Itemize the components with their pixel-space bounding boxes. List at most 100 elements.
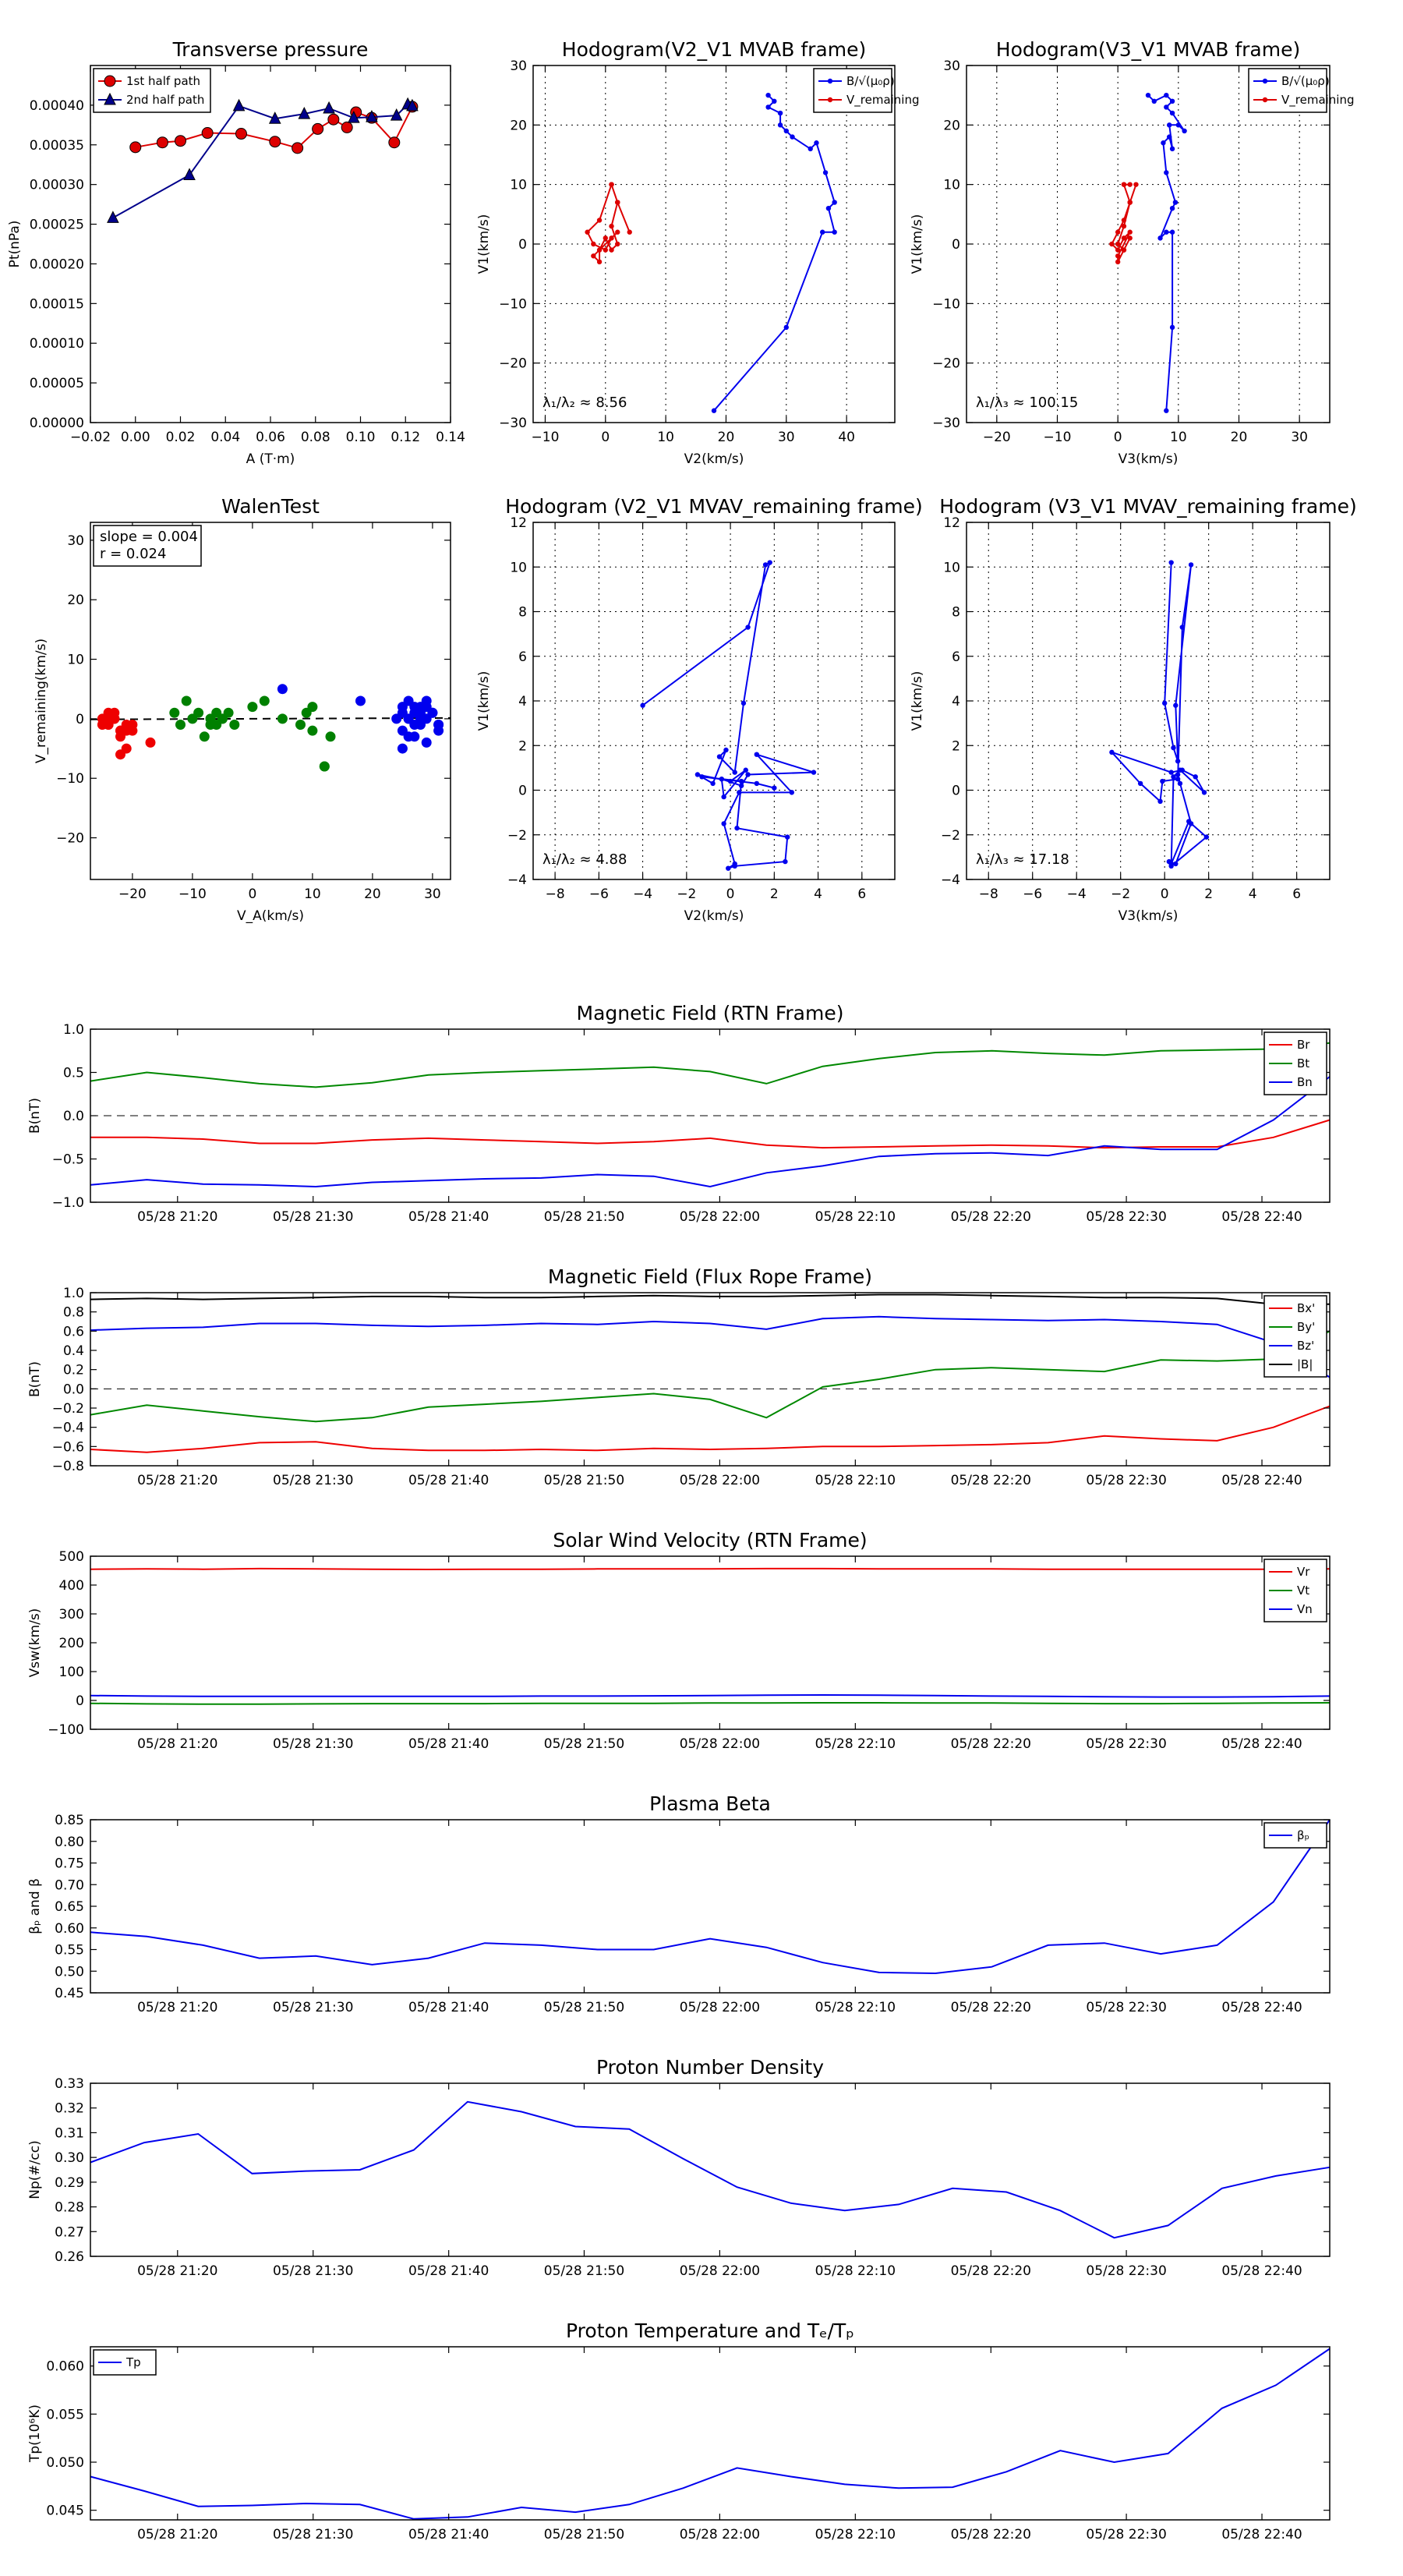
x-tick-label: −6 [1023, 886, 1042, 902]
x-tick-label: 20 [1231, 430, 1248, 445]
data-point [754, 780, 760, 787]
data-point [814, 140, 819, 146]
data-point [721, 821, 726, 826]
x-tick-label: 05/28 21:20 [137, 2000, 217, 2015]
y-tick-label: 0 [952, 784, 960, 799]
y-tick-label: 0.00015 [30, 296, 84, 312]
series-1 [97, 707, 156, 760]
data-point [298, 106, 311, 119]
data-point [121, 743, 132, 754]
y-tick-label: 0.30 [55, 2150, 84, 2166]
data-point [433, 720, 444, 731]
legend: Bx' By' Bz' |B| [1263, 1295, 1327, 1378]
x-tick-label: −10 [178, 886, 207, 902]
data-point [609, 247, 614, 253]
x-tick-label: 05/28 21:50 [544, 2263, 624, 2279]
data-point [777, 122, 783, 128]
data-point [783, 858, 788, 865]
y-tick-label: 0.050 [46, 2455, 84, 2471]
y-tick-label: −0.2 [52, 1401, 84, 1417]
data-point [235, 128, 247, 140]
y-tick-label: −100 [48, 1722, 84, 1738]
series-line-2 [90, 1702, 1331, 1705]
x-tick-label: 05/28 21:30 [273, 1736, 353, 1752]
x-tick-label: 05/28 21:40 [408, 2000, 489, 2015]
data-point [1188, 562, 1194, 568]
x-tick-label: 05/28 21:40 [408, 1736, 489, 1752]
x-tick-label: 05/28 21:20 [137, 1736, 217, 1752]
data-point [181, 695, 192, 706]
data-point [292, 142, 304, 154]
data-point [1193, 774, 1198, 780]
y-tick-label: 0.8 [63, 1305, 84, 1321]
series-line-4 [90, 1293, 1330, 1305]
y-tick-label: 100 [59, 1665, 84, 1680]
data-point [765, 104, 771, 110]
series-2 [107, 97, 419, 223]
plot-frame [90, 2346, 1331, 2521]
data-point [1157, 235, 1163, 241]
data-point [1177, 767, 1183, 773]
legend-label: Bx' [1297, 1301, 1315, 1315]
series-line-3 [90, 1693, 1331, 1698]
legend: B/√(μ₀ρ) V_remaining [813, 68, 920, 113]
legend-frame [1248, 68, 1327, 113]
data-point [694, 772, 701, 777]
data-point [772, 785, 777, 791]
data-point [390, 108, 403, 121]
x-tick-label: −8 [979, 886, 998, 902]
y-tick-label: 200 [59, 1636, 84, 1651]
x-tick-label: 30 [1291, 430, 1308, 445]
x-tick-label: −10 [1044, 430, 1072, 445]
y-tick-label: 0.50 [55, 1964, 84, 1980]
y-axis-label: βₚ and β [27, 1878, 43, 1934]
data-point [169, 707, 180, 718]
y-tick-label: 0.00035 [30, 138, 84, 154]
series-line [1111, 562, 1208, 868]
x-tick-label: 05/28 21:20 [137, 1473, 217, 1488]
x-tick-label: 05/28 21:30 [273, 1473, 353, 1488]
data-point [175, 135, 186, 147]
y-axis-label: Vsw(km/s) [27, 1608, 43, 1678]
x-tick-label: 30 [424, 886, 441, 902]
y-tick-label: 0.60 [55, 1921, 84, 1937]
data-point [415, 702, 426, 713]
data-point [710, 780, 716, 787]
data-point [1115, 229, 1121, 235]
y-tick-label: 0.75 [55, 1856, 84, 1872]
data-point [277, 713, 288, 724]
x-tick-label: 05/28 22:40 [1221, 1473, 1302, 1488]
x-tick-label: 05/28 22:10 [815, 2263, 896, 2279]
data-point [716, 754, 723, 759]
data-point [1121, 235, 1127, 241]
data-point [187, 713, 198, 724]
chart-plasma-beta: 05/28 21:20 05/28 21:30 05/28 21:40 05/28 2… [27, 1792, 1331, 2015]
data-point [745, 772, 751, 777]
data-point [295, 720, 306, 731]
data-point [223, 707, 234, 718]
data-point [205, 720, 216, 731]
x-tick-label: 05/28 21:30 [273, 2263, 353, 2279]
legend-label: Vt [1297, 1583, 1309, 1598]
data-point [591, 253, 596, 259]
x-tick-label: 05/28 22:10 [815, 1473, 896, 1488]
fit-line [90, 717, 451, 720]
y-axis-label: B(nT) [27, 1361, 43, 1397]
x-tick-label: 10 [657, 430, 674, 445]
series-line [586, 182, 631, 264]
data-point [1168, 863, 1174, 869]
x-tick-label: 6 [1292, 886, 1301, 902]
chart-magnetic-field-flux-rope: 05/28 21:20 05/28 21:30 05/28 21:40 05/28 2… [27, 1265, 1331, 1488]
legend-marker [104, 92, 116, 105]
legend: Tp [93, 2349, 157, 2376]
data-point [409, 720, 420, 731]
x-tick-label: 05/28 22:30 [1086, 2000, 1166, 2015]
y-tick-label: 10 [67, 653, 84, 668]
data-point [388, 136, 401, 149]
x-tick-label: 0.14 [436, 430, 465, 445]
data-point [115, 749, 125, 760]
y-tick-label: 0.31 [55, 2125, 84, 2141]
plot-frame [90, 522, 451, 880]
